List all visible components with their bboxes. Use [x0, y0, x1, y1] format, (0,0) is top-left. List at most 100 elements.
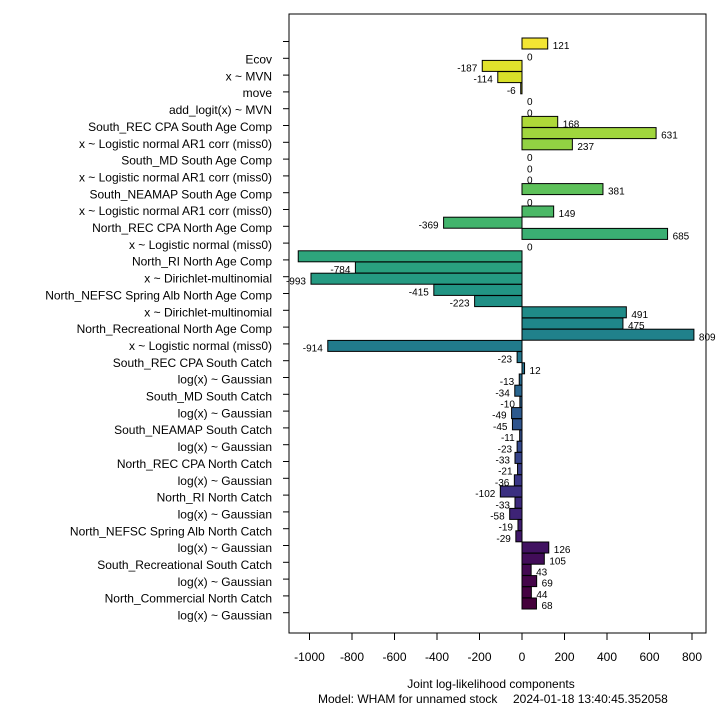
- bar: [521, 586, 532, 599]
- category-label: South_REC CPA South Age Comp: [88, 120, 272, 134]
- value-labels: 1210-187-114-6001686312370003810149-3696…: [286, 41, 716, 612]
- category-label: x ~ Dirichlet-multinomial: [144, 305, 272, 319]
- bar-value-label: 121: [553, 41, 570, 52]
- category-label: North_Recreational North Age Comp: [77, 322, 273, 336]
- x-tick-label: -800: [340, 650, 364, 664]
- bar: [297, 250, 523, 263]
- bar-value-label: 475: [628, 321, 645, 332]
- bar-value-label: 0: [527, 198, 533, 209]
- bar: [521, 362, 526, 375]
- bar: [519, 429, 523, 442]
- category-label: x ~ Logistic normal AR1 corr (miss0): [79, 170, 272, 184]
- category-label: log(x) ~ Gaussian: [178, 373, 272, 387]
- bar: [516, 351, 523, 364]
- category-label: log(x) ~ Gaussian: [178, 575, 272, 589]
- category-labels: Ecov x ~ MVN move add_logit(x) ~ MVN South_R…: [45, 53, 272, 623]
- bar: [509, 507, 523, 520]
- bar-value-label: -10: [500, 400, 515, 411]
- bar-value-label: -23: [498, 444, 513, 455]
- bar: [514, 451, 523, 464]
- bar-value-label: -993: [286, 276, 306, 287]
- category-label: x ~ Dirichlet-multinomial: [144, 272, 272, 286]
- bar-value-label: -114: [473, 75, 493, 86]
- bar: [474, 295, 523, 308]
- category-label: log(x) ~ Gaussian: [178, 440, 272, 454]
- category-label: log(x) ~ Gaussian: [178, 541, 272, 555]
- category-label: log(x) ~ Gaussian: [178, 474, 272, 488]
- category-label: North_NEFSC Spring Alb North Age Comp: [45, 288, 272, 302]
- bar-value-label: -19: [499, 523, 514, 534]
- bar: [516, 440, 523, 453]
- bar: [327, 339, 523, 352]
- bar: [521, 541, 550, 554]
- bar: [521, 317, 624, 330]
- bar-value-label: -33: [496, 456, 511, 467]
- x-tick-label: 0: [519, 650, 526, 664]
- bar-value-label: -102: [475, 489, 495, 500]
- bar: [514, 384, 523, 397]
- bar: [481, 59, 523, 72]
- category-label: x ~ Logistic normal (miss0): [129, 238, 272, 252]
- bar: [521, 552, 545, 565]
- model-subtitle: Model: WHAM for unnamed stock: [318, 692, 498, 706]
- category-label: South_MD South Age Comp: [121, 154, 272, 168]
- x-tick-label: 800: [682, 650, 702, 664]
- category-label: South_NEAMAP South Age Comp: [89, 187, 272, 201]
- bar-value-label: -223: [450, 299, 470, 310]
- bar-value-label: -23: [498, 355, 513, 366]
- bar-value-label: 44: [536, 590, 548, 601]
- bar-value-label: 237: [577, 142, 594, 153]
- bar: [521, 597, 537, 610]
- bar-value-label: 43: [536, 568, 548, 579]
- x-tick-label: -1000: [294, 650, 325, 664]
- bar-value-label: 126: [554, 545, 571, 556]
- bar: [521, 575, 538, 588]
- category-label: North_REC CPA North Age Comp: [92, 221, 272, 235]
- category-label: x ~ Logistic normal (miss0): [129, 339, 272, 353]
- bar-value-label: -13: [500, 377, 515, 388]
- category-label: South_REC CPA South Catch: [113, 356, 272, 370]
- bar: [519, 395, 523, 408]
- bar: [433, 283, 523, 296]
- bar: [514, 496, 523, 509]
- bar: [517, 463, 523, 476]
- x-axis-title: Joint log-likelihood components: [407, 677, 574, 691]
- bar: [521, 127, 657, 140]
- bar-value-label: 685: [673, 232, 690, 243]
- bar: [521, 138, 573, 151]
- bar: [499, 485, 523, 498]
- x-axis: -1000 -800 -600 -400 -200 0 200 400 600 800: [294, 632, 702, 664]
- bar: [518, 373, 523, 386]
- x-tick-label: 200: [554, 650, 574, 664]
- category-label: North_NEFSC Spring Alb North Catch: [70, 524, 272, 538]
- bar-value-label: -36: [495, 478, 510, 489]
- bar-value-label: -33: [496, 500, 511, 511]
- x-tick-label: -600: [382, 650, 406, 664]
- bar-value-label: -29: [496, 534, 511, 545]
- bar: [310, 272, 523, 285]
- bar-value-label: -11: [501, 433, 515, 444]
- bar: [521, 227, 669, 240]
- bar: [521, 306, 627, 319]
- bar-value-label: 0: [527, 108, 533, 119]
- bar-value-label: -45: [493, 422, 508, 433]
- bar: [354, 261, 523, 274]
- x-tick-label: -200: [467, 650, 491, 664]
- bar-value-label: -34: [495, 388, 510, 399]
- bar-value-label: -21: [498, 467, 513, 478]
- category-label: x ~ Logistic normal AR1 corr (miss0): [79, 204, 272, 218]
- category-label: x ~ MVN: [226, 69, 272, 83]
- bar-value-label: 631: [661, 131, 678, 142]
- bar-value-label: 0: [527, 52, 533, 63]
- bar-value-label: 0: [527, 243, 533, 254]
- bar: [520, 82, 523, 95]
- category-label: Ecov: [245, 53, 272, 67]
- category-label: log(x) ~ Gaussian: [178, 609, 272, 623]
- bar: [517, 519, 523, 532]
- bar-value-label: 105: [549, 556, 566, 567]
- bar-value-label: -369: [419, 220, 439, 231]
- bar-value-label: 809: [699, 332, 716, 343]
- bar: [443, 216, 523, 229]
- timestamp-subtitle: 2024-01-18 13:40:45.352058: [513, 692, 668, 706]
